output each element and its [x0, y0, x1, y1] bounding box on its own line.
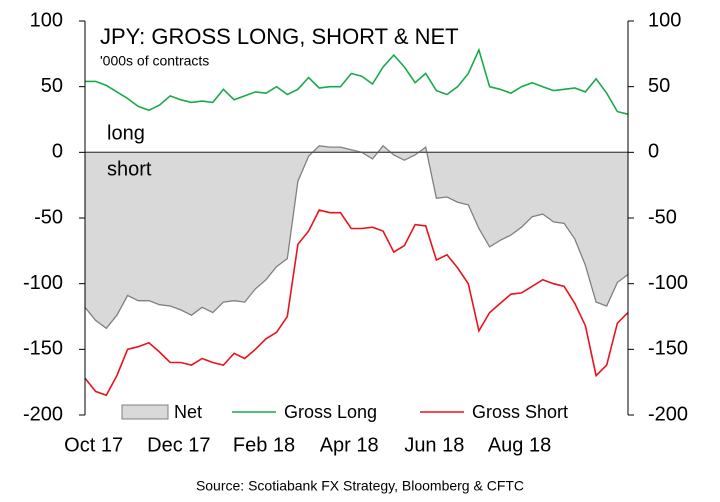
- legend-label: Net: [174, 402, 202, 422]
- y-tick-label: -50: [34, 206, 63, 228]
- net-outline: [84, 144, 629, 330]
- annotation: long: [107, 122, 145, 144]
- net-area: [85, 145, 628, 329]
- x-tick-label: Apr 18: [320, 434, 379, 456]
- y2-tick-label: 50: [648, 75, 670, 97]
- y2-tick-label: -100: [648, 272, 688, 294]
- chart-subtitle: '000s of contracts: [100, 53, 209, 69]
- y2-tick-label: 100: [648, 9, 681, 31]
- y2-tick-label: -150: [648, 338, 688, 360]
- y-tick-label: 100: [30, 9, 63, 31]
- y-tick-label: 50: [41, 75, 63, 97]
- x-tick-label: Feb 18: [233, 434, 295, 456]
- y2-tick-label: 0: [648, 141, 659, 163]
- source: Source: Scotiabank FX Strategy, Bloomber…: [196, 478, 524, 494]
- y-tick-label: -200: [23, 403, 63, 425]
- series-line: [84, 209, 629, 397]
- legend-bg: [115, 401, 615, 423]
- legend-swatch: [121, 404, 169, 420]
- x-tick-label: Dec 17: [147, 434, 210, 456]
- x-tick-label: Aug 18: [488, 434, 551, 456]
- y-tick-label: 0: [52, 141, 63, 163]
- y-tick-label: -100: [23, 272, 63, 294]
- chart-title: JPY: GROSS LONG, SHORT & NET: [100, 24, 459, 49]
- x-tick-label: Oct 17: [64, 434, 123, 456]
- annotation: short: [107, 158, 152, 180]
- y2-tick-label: -50: [648, 206, 677, 228]
- y-tick-label: -150: [23, 338, 63, 360]
- x-tick-label: Jun 18: [404, 434, 464, 456]
- series-line: [85, 47, 629, 115]
- y2-tick-label: -200: [648, 403, 688, 425]
- legend-label: Gross Long: [284, 402, 377, 422]
- legend-label: Gross Short: [472, 402, 568, 422]
